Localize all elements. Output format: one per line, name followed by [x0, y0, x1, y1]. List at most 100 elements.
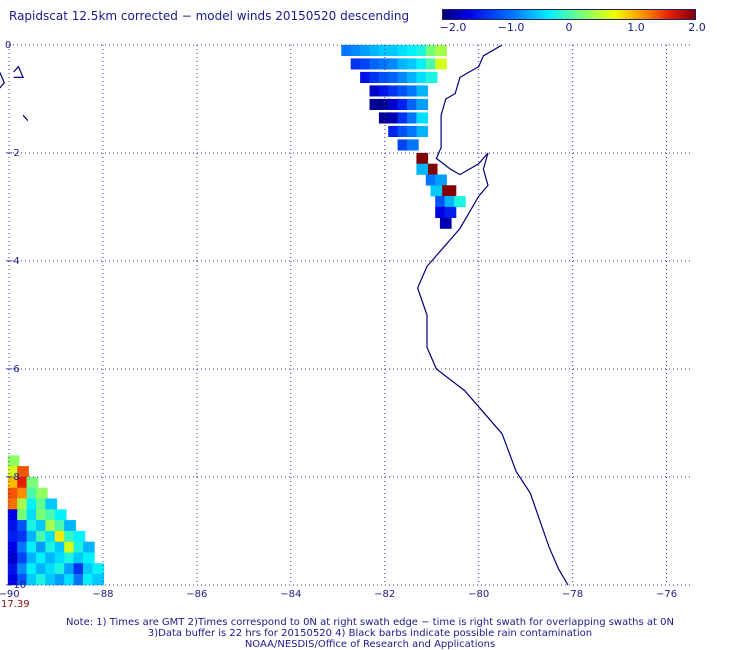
wind-cell-0-49 [416, 125, 429, 137]
wind-cell-0-28 [425, 71, 438, 83]
wind-cell-0-38 [397, 98, 410, 110]
lat-tick-label-2: −4 [5, 256, 20, 267]
wind-cell-0-18 [416, 58, 429, 70]
wind-cell-1-62 [83, 563, 95, 575]
wind-cell-0-35 [369, 98, 382, 110]
wind-cell-1-2 [17, 466, 29, 478]
wind-cell-1-32 [45, 530, 58, 542]
wind-cell-1-38 [26, 541, 39, 553]
wind-cell-1-42 [64, 541, 76, 553]
colorbar-label-1: −1.0 [497, 21, 525, 34]
wind-cell-0-32 [397, 85, 410, 97]
lon-tick-label-3: −84 [280, 589, 301, 600]
wind-cell-1-71 [73, 574, 86, 586]
wind-cell-1-27 [64, 520, 76, 532]
wind-cell-0-10 [435, 44, 447, 56]
wind-cell-0-3 [369, 44, 382, 56]
wind-cell-1-18 [36, 509, 48, 521]
lon-tick-label-7: −76 [656, 589, 677, 600]
wind-cell-1-69 [54, 574, 67, 586]
wind-cell-0-21 [360, 71, 372, 83]
wind-cell-1-49 [45, 552, 58, 564]
wind-cell-0-64 [444, 206, 457, 218]
wind-cell-0-63 [435, 206, 447, 218]
wind-cell-1-58 [45, 563, 58, 575]
wind-cell-0-62 [454, 196, 466, 208]
wind-cell-1-1 [7, 466, 20, 478]
wind-cell-1-28 [7, 530, 20, 542]
wind-cell-0-12 [360, 58, 372, 70]
wind-cells [7, 44, 466, 586]
wind-cell-0-60 [435, 196, 447, 208]
wind-cell-1-20 [54, 509, 67, 521]
wind-cell-0-25 [397, 71, 410, 83]
wind-cell-0-44 [407, 112, 419, 124]
wind-cell-0-33 [407, 85, 419, 97]
wind-cell-0-51 [407, 139, 419, 151]
wind-cell-1-56 [26, 563, 39, 575]
wind-cell-1-64 [7, 574, 20, 586]
wind-cell-0-13 [369, 58, 382, 70]
wind-cell-1-23 [26, 520, 39, 532]
wind-cell-1-33 [54, 530, 67, 542]
wind-cell-1-15 [7, 509, 20, 521]
wind-cell-0-9 [425, 44, 438, 56]
wind-cell-0-53 [425, 163, 438, 175]
wind-cell-1-61 [73, 563, 86, 575]
wind-cell-1-68 [45, 574, 58, 586]
wind-cell-1-48 [36, 552, 48, 564]
wind-cell-1-21 [7, 520, 20, 532]
wind-cell-1-6 [7, 487, 20, 499]
wind-cell-1-40 [45, 541, 58, 553]
wind-cell-1-25 [45, 520, 58, 532]
wind-cell-1-53 [83, 552, 95, 564]
wind-cell-0-15 [388, 58, 400, 70]
wind-cell-0-54 [416, 163, 429, 175]
wind-cell-1-3 [7, 476, 20, 488]
footer-note-1: Note: 1) Times are GMT 2)Times correspon… [66, 617, 674, 628]
wind-cell-0-7 [407, 44, 419, 56]
wind-cell-1-73 [92, 574, 105, 586]
wind-cell-1-44 [83, 541, 95, 553]
wind-cell-0-24 [388, 71, 400, 83]
wind-cell-1-22 [17, 520, 29, 532]
wind-cell-0-0 [341, 44, 353, 56]
lat-tick-label-5: −10 [5, 580, 26, 591]
coastline [0, 44, 569, 586]
wind-cell-1-60 [64, 563, 76, 575]
colorbar-label-3: 1.0 [627, 21, 645, 34]
wind-cell-0-56 [435, 174, 447, 186]
wind-cell-0-40 [416, 98, 429, 110]
wind-cell-0-31 [388, 85, 400, 97]
wind-cell-1-63 [92, 563, 105, 575]
wind-cell-1-46 [17, 552, 29, 564]
wind-cell-1-52 [73, 552, 86, 564]
wind-cell-0-43 [397, 112, 410, 124]
wind-cell-1-59 [54, 563, 67, 575]
wind-cell-1-26 [54, 520, 67, 532]
wind-cell-1-17 [26, 509, 39, 521]
wind-cell-0-27 [416, 71, 429, 83]
swath-time-label: 17.39 [1, 599, 30, 610]
island-2 [22, 114, 29, 121]
lat-tick-label-0: 0 [5, 40, 11, 51]
wind-cell-1-7 [17, 487, 29, 499]
wind-cell-0-29 [369, 85, 382, 97]
wind-cell-0-39 [407, 98, 419, 110]
map-title: Rapidscat 12.5km corrected − model winds… [9, 9, 410, 23]
wind-cell-0-48 [407, 125, 419, 137]
wind-cell-1-10 [7, 498, 20, 510]
wind-cell-1-36 [7, 541, 20, 553]
coastline-mainland [416, 44, 569, 586]
wind-cell-1-39 [36, 541, 48, 553]
wind-cell-1-8 [26, 487, 39, 499]
wind-cell-0-42 [388, 112, 400, 124]
wind-cell-1-67 [36, 574, 48, 586]
island-1 [13, 65, 25, 79]
tick-labels: −90 −88 −86 −84 −82 −80 −78 −76 0 −2 −4 −6 −8 −10 [0, 40, 677, 600]
wind-cell-0-2 [360, 44, 372, 56]
wind-cell-1-30 [26, 530, 39, 542]
wind-cell-1-41 [54, 541, 67, 553]
wind-cell-1-50 [54, 552, 67, 564]
